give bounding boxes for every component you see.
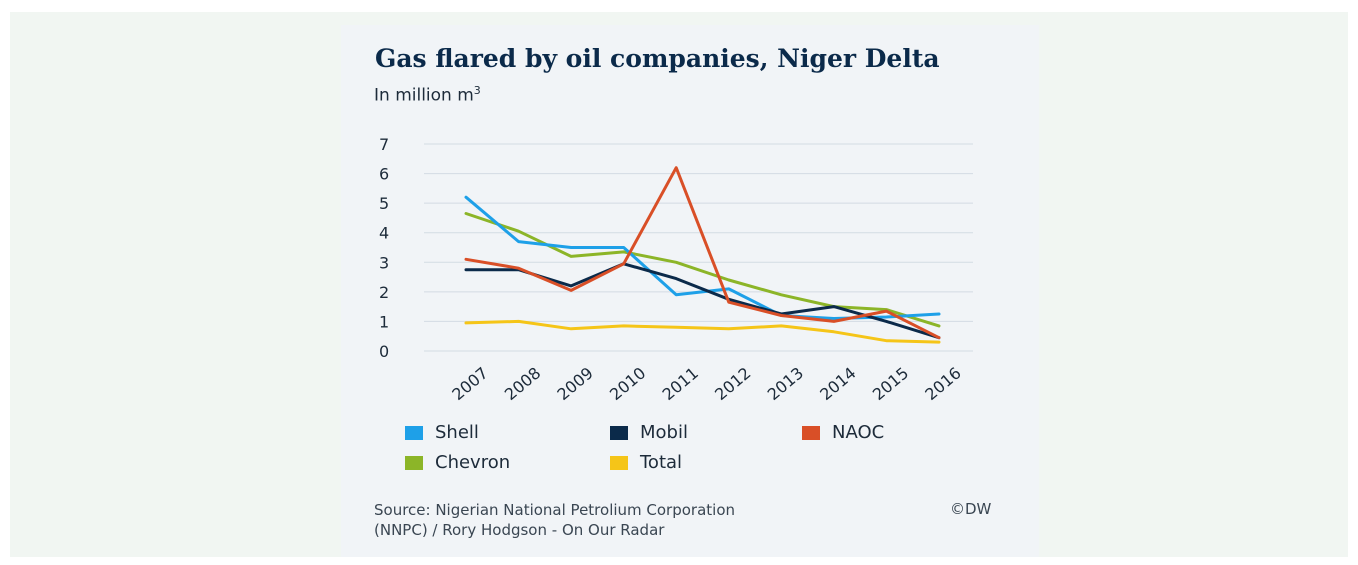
x-tick-label: 2013	[764, 363, 807, 404]
line-chart: 0 1 2 3 4 5 6 7 2007 2008 2009 2010 2011 2012 2013 2014…	[379, 135, 973, 404]
source-note: Source: Nigerian National Petrolium Corp…	[374, 500, 894, 540]
series-line-shell	[464, 195, 941, 320]
legend-label: Total	[640, 452, 683, 473]
subtitle-superscript: 3	[473, 84, 481, 97]
y-tick-label: 6	[379, 165, 389, 184]
source-line-2: (NNPC) / Rory Hodgson - On Our Radar	[374, 521, 665, 539]
copyright-label: ©DW	[950, 500, 992, 518]
legend-item-chevron: Chevron	[405, 452, 510, 473]
x-tick-label: 2015	[869, 363, 912, 404]
subtitle-text: In million m	[374, 85, 474, 106]
legend-label: Chevron	[435, 452, 511, 473]
x-tick-label: 2014	[816, 363, 859, 404]
legend-swatch	[405, 455, 423, 470]
x-tick-label: 2016	[921, 363, 964, 404]
chart-subtitle: In million m3	[374, 84, 481, 106]
chart-title: Gas flared by oil companies, Niger Delta	[375, 44, 940, 73]
y-tick-label: 3	[379, 253, 389, 272]
source-line-1: Source: Nigerian National Petrolium Corp…	[374, 501, 736, 519]
legend-label: Shell	[435, 422, 479, 443]
x-tick-label: 2011	[659, 363, 702, 404]
chart-card	[341, 25, 1039, 557]
legend-label: Mobil	[640, 422, 688, 443]
x-tick-label: 2012	[711, 363, 754, 404]
x-tick-label: 2010	[606, 363, 649, 404]
x-tick-label: 2007	[448, 363, 491, 404]
legend-label: NAOC	[832, 422, 885, 443]
legend-item-total: Total	[610, 452, 682, 473]
y-tick-label: 1	[379, 312, 389, 331]
y-tick-label: 5	[379, 194, 389, 213]
legend-swatch	[610, 455, 628, 470]
y-tick-label: 7	[379, 135, 389, 154]
legend-item-naoc: NAOC	[802, 422, 884, 443]
series-line-total	[464, 319, 941, 344]
y-tick-label: 2	[379, 283, 389, 302]
legend-item-shell: Shell	[405, 422, 479, 443]
x-tick-label: 2009	[553, 363, 596, 404]
series-line-naoc	[464, 166, 941, 340]
legend-swatch	[802, 425, 820, 440]
x-tick-label: 2008	[501, 363, 544, 404]
legend-swatch	[610, 425, 628, 440]
chart-legend: Shell Mobil NAOC Chevron Total	[405, 422, 965, 482]
series-line-chevron	[464, 212, 941, 328]
legend-swatch	[405, 425, 423, 440]
y-tick-label: 0	[379, 342, 389, 361]
legend-item-mobil: Mobil	[610, 422, 688, 443]
y-tick-label: 4	[379, 224, 389, 243]
